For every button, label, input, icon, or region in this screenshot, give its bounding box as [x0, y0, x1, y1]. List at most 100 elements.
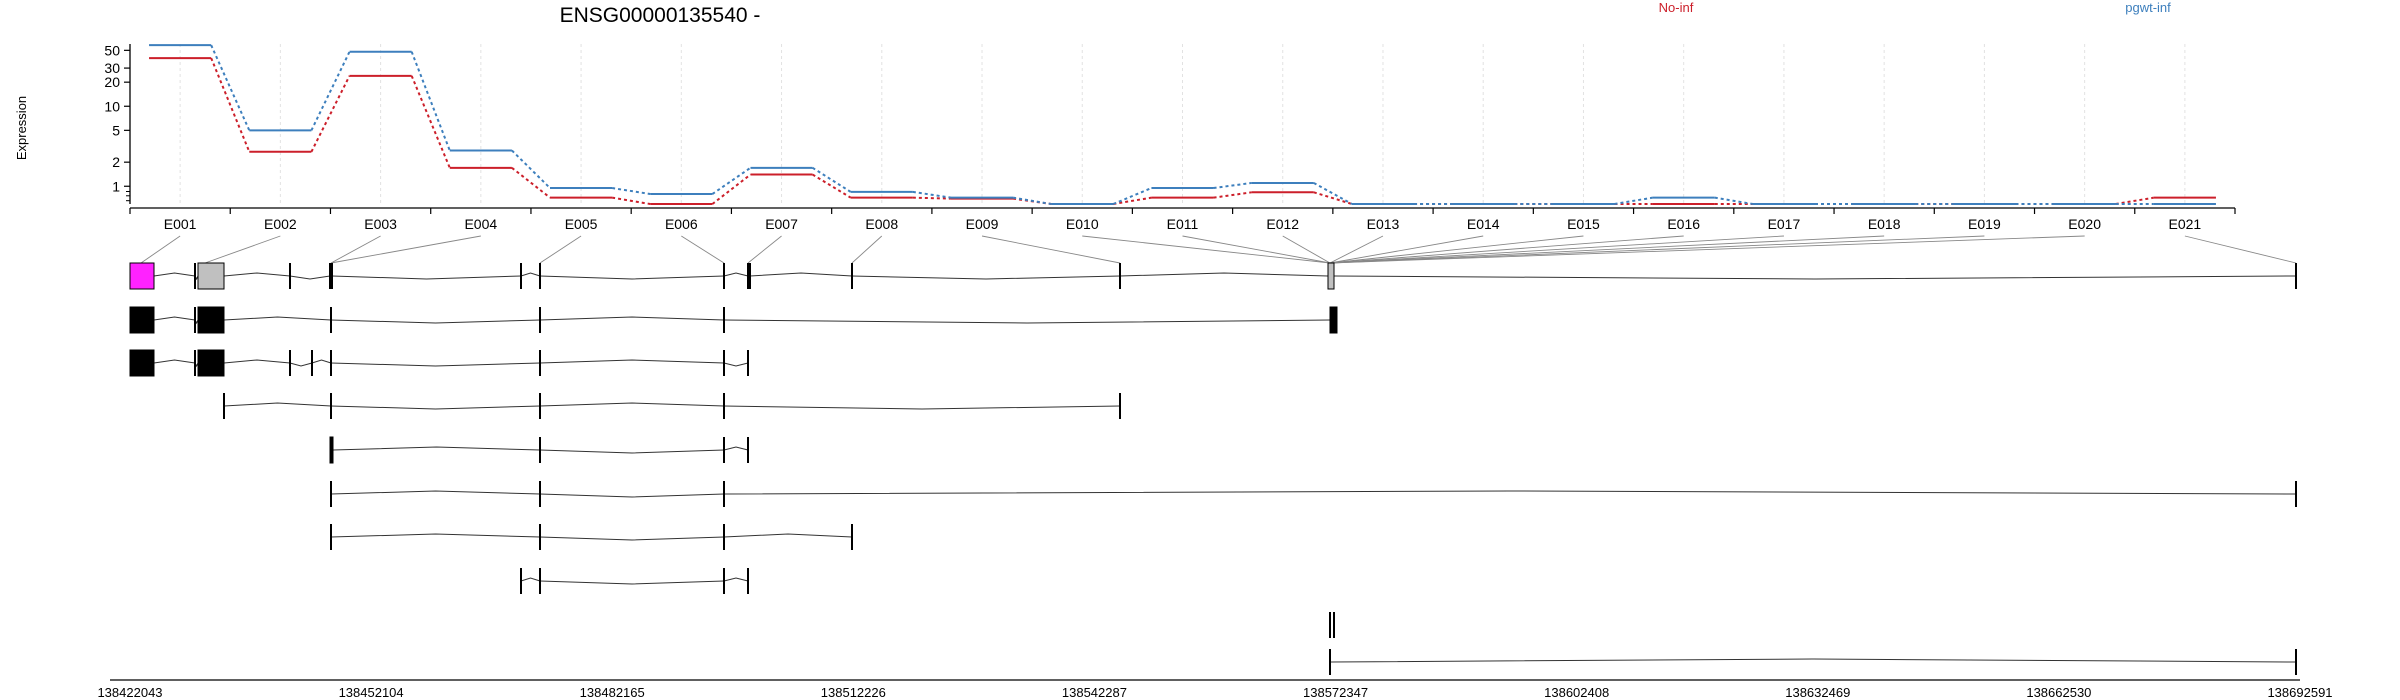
x-tick-label: E007 — [765, 216, 798, 232]
x-tick-label: E016 — [1667, 216, 1700, 232]
genomic-tick-label: 138662530 — [2026, 685, 2091, 700]
x-tick-label: E019 — [1968, 216, 2001, 232]
exon-connector — [981, 235, 1121, 264]
series-transition — [511, 149, 551, 189]
y-tick-label: 1 — [112, 178, 120, 194]
series-transition — [1213, 191, 1252, 199]
series-transition — [1714, 196, 1754, 205]
intron — [289, 275, 331, 280]
genomic-coordinate-axis: 138422043 138452104 138482165 138512226 1385… — [97, 679, 2333, 700]
x-tick-label: E014 — [1467, 216, 1500, 232]
series-transition — [912, 196, 951, 200]
intron — [723, 272, 749, 277]
x-tick-label: E021 — [2169, 216, 2202, 232]
exon-connector — [681, 235, 725, 264]
exon-connector — [1329, 235, 1384, 264]
intron — [723, 490, 2297, 495]
x-tick-label: E015 — [1567, 216, 1600, 232]
legend-label: No-inf — [1659, 0, 1694, 15]
intron — [520, 577, 541, 582]
intron — [723, 533, 853, 538]
intron — [539, 493, 725, 498]
exon-connector — [1329, 235, 1885, 264]
series-transition — [1313, 191, 1353, 205]
exon-connector — [1329, 235, 1484, 264]
genomic-tick-label: 138512226 — [821, 685, 886, 700]
exon-connector — [204, 235, 281, 264]
series-transition — [711, 166, 752, 195]
x-tick-label: E004 — [464, 216, 497, 232]
exon-connector — [1329, 235, 1985, 264]
intron — [330, 319, 541, 324]
genomic-tick-label: 138632469 — [1785, 685, 1850, 700]
series-transition — [812, 173, 852, 199]
exon-connector-lines — [140, 235, 2297, 264]
x-tick-label: E009 — [966, 216, 999, 232]
intron — [539, 536, 725, 541]
series-transition — [410, 51, 451, 151]
y-tick-label: 10 — [104, 98, 120, 114]
genomic-tick-label: 138482165 — [580, 685, 645, 700]
exon-connector — [1082, 235, 1331, 264]
y-tick-label: 5 — [112, 122, 120, 138]
exon-connector — [539, 235, 582, 264]
x-tick-label: E012 — [1266, 216, 1299, 232]
legend-label: pgwt-inf — [2125, 0, 2171, 15]
intron — [223, 402, 332, 407]
grid — [179, 44, 2186, 204]
exon-connector — [1329, 235, 2085, 264]
series-transition — [912, 190, 952, 199]
series-transition — [1113, 196, 1152, 205]
intron — [223, 272, 291, 277]
intron — [749, 272, 853, 277]
exon-connector — [1282, 235, 1331, 264]
series-lines — [149, 44, 2216, 205]
x-tick-label: E010 — [1066, 216, 1099, 232]
intron — [330, 533, 541, 538]
intron — [153, 359, 196, 364]
genomic-tick-label: 138602408 — [1544, 685, 1609, 700]
exon-connector — [851, 235, 883, 264]
exon-connector — [1329, 235, 1684, 264]
series-transition — [611, 187, 651, 195]
y-axis-label: Expression — [14, 96, 29, 160]
y-tick-label: 50 — [104, 42, 120, 58]
series-transition — [1213, 181, 1252, 190]
intron — [539, 275, 725, 280]
y-tick-label: 30 — [104, 60, 120, 76]
intron — [539, 402, 725, 407]
intron — [223, 359, 291, 364]
intron — [723, 446, 749, 451]
series-transition — [1112, 187, 1152, 205]
exon — [329, 436, 334, 464]
x-tick-label: E006 — [665, 216, 698, 232]
x-tick-label: E017 — [1768, 216, 1801, 232]
intron — [330, 405, 541, 410]
intron — [539, 316, 725, 321]
exon-connector — [1329, 235, 1784, 264]
intron — [289, 362, 313, 367]
exon — [129, 349, 155, 377]
exon-connector — [330, 235, 481, 264]
intron — [332, 446, 541, 451]
intron — [723, 405, 1121, 410]
intron — [1329, 658, 2297, 663]
series-transition — [812, 166, 852, 193]
exon — [197, 306, 225, 334]
series-transition — [310, 75, 351, 153]
x-tick-label: E018 — [1868, 216, 1901, 232]
x-tick-label: E001 — [164, 216, 197, 232]
x-tick-label: E008 — [865, 216, 898, 232]
series-transition — [2115, 196, 2154, 205]
chart-title: ENSG00000135540 - — [560, 4, 761, 27]
exon — [129, 306, 155, 334]
x-tick-label: E005 — [565, 216, 598, 232]
intron — [153, 316, 196, 321]
y-tick-label: 2 — [112, 154, 120, 170]
transcript-tracks — [129, 262, 2297, 675]
x-tick-label: E011 — [1167, 216, 1199, 232]
intron — [311, 359, 332, 364]
intron — [153, 272, 196, 277]
